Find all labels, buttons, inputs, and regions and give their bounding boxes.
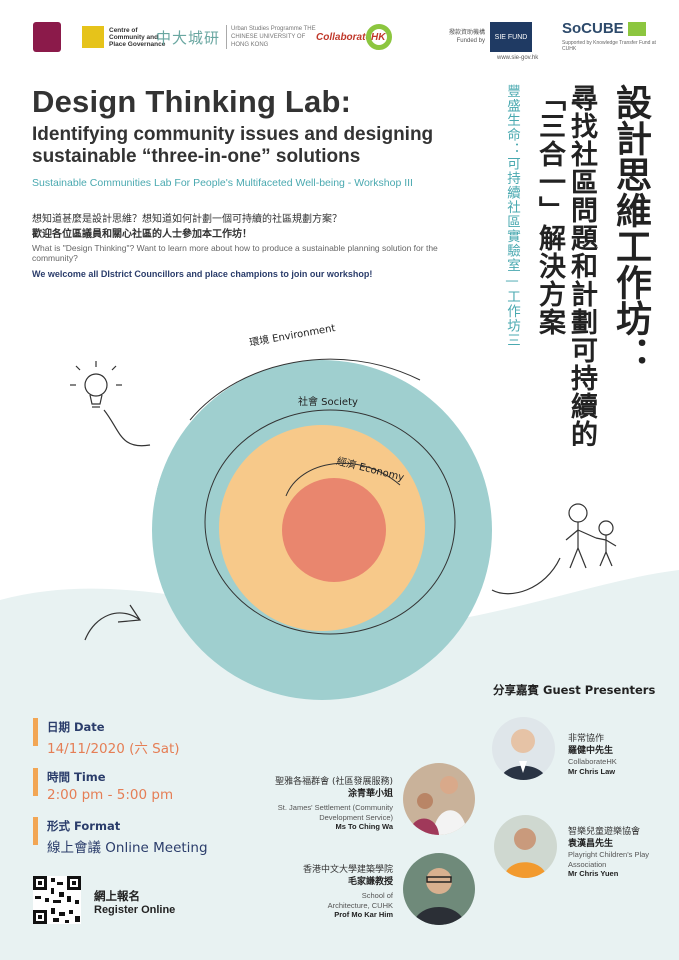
sustainability-diagram: 環境 Environment 社會 Society 經濟 Economy [70, 321, 617, 700]
presenter-1-name-cn: 羅健中先生 [568, 746, 614, 756]
sie-fund-logo: 撥款資助機構 Funded by SIE FUND [445, 22, 532, 52]
time-label: 時間 Time [47, 770, 106, 784]
presenter-1-org-cn: 非常協作 [568, 734, 605, 744]
presenter-4-name-en: Prof Mo Kar Him [334, 910, 393, 919]
date-label: 日期 Date [47, 720, 105, 734]
collaboratehk-logo: CollaborateHK [316, 31, 386, 43]
date-value: 14/11/2020 (六 Sat) [47, 741, 180, 757]
presenter-3-info: 智樂兒童遊樂協會 袁漢昌先生 Playright Children's Play… [568, 826, 678, 879]
format-accent-bar [33, 817, 38, 845]
question-cn: 想知道甚麼是設計思維？想知道如何計劃一個可持續的社區規劃方案？ [32, 214, 342, 225]
usp-logo-cn: 中大城研 [156, 29, 221, 47]
sie-url: www.sie-gov.hk [497, 55, 539, 61]
presenter-1-info: 非常協作 羅健中先生 CollaborateHK Mr Chris Law [568, 733, 678, 777]
question-en: What is "Design Thinking"? Want to learn… [32, 243, 438, 263]
socube-logo: SoCUBE Supported by Knowledge Transfer F… [562, 20, 662, 52]
format-value: 線上會議 Online Meeting [47, 840, 208, 856]
usp-logo-en: Urban Studies Programme THE CHINESE UNIV… [226, 25, 318, 49]
workshop-subtitle: Sustainable Communities Lab For People's… [32, 177, 413, 189]
socube-sub: Supported by Knowledge Transfer Fund at … [562, 40, 656, 52]
presenter-3-name-cn: 袁漢昌先生 [568, 839, 614, 849]
environment-label: 環境 Environment [248, 321, 336, 349]
sie-fund-mark: SIE FUND [490, 22, 532, 52]
ccpg-logo-text: Centre of Community and Place Governance [109, 26, 166, 48]
usp-logo: 中大城研 Urban Studies Programme THE CHINESE… [156, 22, 318, 52]
presenter-1-org-en: CollaborateHK [568, 757, 617, 766]
welcome-en: We welcome all DIstrict Councillors and … [32, 269, 373, 279]
presenter-3-org-cn: 智樂兒童遊樂協會 [568, 827, 641, 837]
presenter-2-name-en: Ms To Ching Wa [335, 822, 394, 831]
outer-arc-line [189, 358, 421, 421]
inner-arc-line [285, 462, 401, 497]
arrow-doodle-icon [84, 604, 142, 641]
presenter-4-org-en: School of Architecture, CUHK [327, 891, 393, 910]
sie-funded-by-label: 撥款資助機構 Funded by [448, 30, 485, 44]
register-en: Register Online [94, 904, 176, 916]
socube-r-icon [627, 21, 646, 36]
presenter-4-org-cn: 香港中文大學建築學院 [302, 865, 393, 875]
vertical-title-cn-1: 設計思維工作坊： [610, 84, 651, 372]
ccpg-logo: Centre of Community and Place Governance [82, 22, 169, 52]
welcome-cn: 歡迎各位區議員和關心社區的人士參加本工作坊！ [32, 229, 252, 240]
presenter-2-name-cn: 涂青華小姐 [347, 789, 393, 799]
presenter-2-org-cn: 聖雅各福群會 (社區發展服務) [275, 777, 393, 787]
ccpg-mark-icon [82, 26, 104, 48]
page-subtitle: Identifying community issues and designi… [32, 124, 434, 167]
register-cn: 網上報名 [94, 889, 140, 903]
avatar-to-ching-wa [403, 763, 475, 835]
avatar-chris-yuen [494, 815, 557, 878]
economy-circle [282, 478, 386, 582]
middle-sketch-outline [204, 409, 456, 635]
presenter-3-org-en: Playright Children's Play Association [568, 850, 650, 869]
avatar-mo-kar-him [403, 853, 475, 925]
presenter-4-info: 香港中文大學建築學院 毛家謙教授 School of Architecture,… [258, 864, 393, 920]
presenter-4-name-cn: 毛家謙教授 [347, 877, 393, 887]
vertical-title-cn-3: 「三合一」解決方案 [534, 84, 565, 336]
avatar-chris-law [492, 717, 555, 780]
presenter-2-info: 聖雅各福群會 (社區發展服務) 涂青華小姐 St. James' Settlem… [258, 776, 393, 832]
green-ring-logo [366, 24, 392, 50]
time-value: 2:00 pm - 5:00 pm [47, 787, 174, 803]
page-title: Design Thinking Lab: [32, 84, 352, 119]
cuhk-crest-logo [33, 22, 61, 52]
people-doodle-icon [491, 503, 617, 595]
vertical-title-cn-2: 尋找社區問題和計劃可持續的 [566, 84, 597, 448]
time-accent-bar [33, 768, 38, 796]
society-label: 社會 Society [298, 395, 358, 408]
date-accent-bar [33, 718, 38, 746]
register-qr-code[interactable] [33, 876, 81, 924]
lightbulb-icon [70, 361, 151, 447]
presenters-title: 分享嘉賓 Guest Presenters [493, 683, 656, 697]
presenter-2-org-en: St. James' Settlement (Community Develop… [277, 803, 393, 822]
vertical-subtitle-cn: 豐盛生命：可持續社區實驗室—工作坊三 [504, 84, 520, 348]
format-label: 形式 Format [47, 819, 121, 833]
presenter-3-name-en: Mr Chris Yuen [568, 869, 619, 878]
socube-brand: SoCUBE [562, 20, 624, 37]
presenter-1-name-en: Mr Chris Law [568, 766, 616, 776]
